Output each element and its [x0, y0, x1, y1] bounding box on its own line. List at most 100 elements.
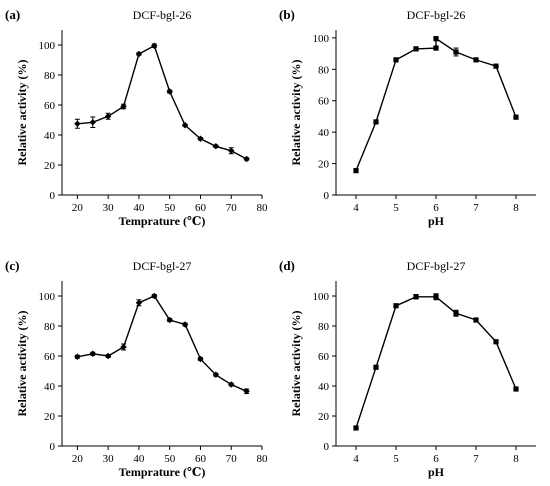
data-point: [181, 321, 189, 328]
chart-title: DCF-bgl-26: [407, 8, 466, 22]
data-point: [453, 310, 459, 316]
data-point: [197, 135, 204, 142]
data-point: [413, 294, 419, 300]
panel-letter: (d): [279, 258, 295, 273]
data-point: [373, 364, 379, 370]
x-axis-label: Temprature (℃): [119, 465, 206, 479]
x-axis-label: pH: [428, 214, 445, 228]
x-tick-label: 50: [164, 202, 176, 214]
data-point: [74, 120, 81, 127]
data-point: [120, 103, 127, 110]
y-tick-label: 80: [44, 321, 56, 333]
y-tick-label: 60: [318, 351, 330, 363]
x-tick-label: 20: [72, 453, 84, 465]
data-point: [89, 119, 96, 126]
data-point: [393, 303, 399, 309]
data-point: [433, 36, 439, 42]
data-point: [513, 114, 519, 120]
series-line: [355, 37, 517, 171]
data-point: [181, 122, 189, 129]
y-tick-label: 40: [44, 130, 56, 142]
chart-title: DCF-bgl-27: [133, 259, 192, 273]
y-tick-label: 60: [44, 351, 56, 363]
data-point: [89, 350, 96, 357]
series-line: [355, 296, 517, 429]
x-tick-label: 30: [103, 453, 115, 465]
y-tick-label: 20: [44, 411, 56, 423]
y-tick-label: 0: [50, 190, 56, 202]
x-tick-label: 50: [164, 453, 176, 465]
x-tick-label: 8: [513, 202, 519, 214]
data-point: [166, 316, 173, 324]
y-tick-label: 40: [318, 381, 330, 393]
y-tick-label: 0: [50, 441, 56, 453]
data-point: [433, 45, 439, 51]
x-tick-label: 6: [433, 202, 439, 214]
data-point: [243, 155, 250, 163]
y-tick-label: 80: [44, 70, 56, 82]
x-tick-label: 4: [353, 453, 359, 465]
data-point: [120, 343, 127, 351]
x-tick-label: 80: [257, 202, 269, 214]
y-tick-label: 20: [44, 160, 56, 172]
data-point: [212, 371, 220, 378]
x-tick-label: 5: [393, 453, 399, 465]
x-tick-label: 8: [513, 453, 519, 465]
data-point: [373, 119, 379, 125]
x-tick-label: 60: [195, 453, 207, 465]
x-tick-label: 80: [257, 453, 269, 465]
series-line: [77, 295, 247, 392]
data-point: [433, 294, 439, 300]
x-axis-label: pH: [428, 465, 445, 479]
x-tick-label: 60: [195, 202, 207, 214]
x-tick-label: 7: [473, 202, 479, 214]
y-tick-label: 40: [318, 127, 330, 139]
x-tick-label: 20: [72, 202, 84, 214]
y-tick-label: 80: [318, 321, 330, 333]
chart-title: DCF-bgl-26: [133, 8, 192, 22]
x-tick-label: 6: [433, 453, 439, 465]
data-point: [473, 57, 479, 63]
y-tick-label: 100: [313, 33, 330, 45]
x-tick-label: 70: [226, 202, 238, 214]
data-point: [493, 339, 499, 345]
y-tick-label: 0: [324, 190, 330, 202]
series-line: [77, 44, 247, 160]
data-point: [151, 42, 158, 49]
data-point: [493, 63, 499, 69]
y-tick-label: 100: [39, 291, 56, 303]
data-point: [513, 386, 519, 392]
panel-letter: (c): [5, 258, 19, 273]
y-tick-label: 60: [318, 96, 330, 108]
x-tick-label: 30: [103, 202, 115, 214]
x-tick-label: 40: [133, 202, 145, 214]
data-point: [104, 352, 112, 360]
y-axis-label: Relative activity (%): [15, 60, 29, 166]
data-point: [473, 317, 479, 323]
y-tick-label: 60: [44, 100, 56, 112]
data-point: [453, 49, 459, 55]
data-point: [135, 50, 143, 58]
data-point: [228, 381, 235, 388]
chart-panel-1: 20 30 40 50 60 70 80 0 20 40 60 80 100 (a) DCF-bgl-26 T…: [5, 7, 268, 228]
data-point: [212, 143, 220, 150]
data-point: [135, 299, 143, 306]
y-tick-label: 100: [313, 291, 330, 303]
x-tick-label: 4: [353, 202, 359, 214]
y-axis-label: Relative activity (%): [289, 311, 303, 417]
chart-title: DCF-bgl-27: [407, 259, 466, 273]
data-point: [353, 425, 359, 431]
x-tick-label: 5: [393, 202, 399, 214]
data-point: [151, 292, 158, 300]
x-tick-label: 70: [226, 453, 238, 465]
chart-panel-3: 20 30 40 50 60 70 80 0 20 40 60 80 100 (c) DCF-bgl-27 T…: [5, 258, 268, 479]
data-point: [353, 168, 359, 174]
y-tick-label: 0: [324, 441, 330, 453]
y-axis-label: Relative activity (%): [289, 60, 303, 166]
y-tick-label: 40: [44, 381, 56, 393]
data-point: [243, 388, 250, 395]
data-point: [413, 46, 419, 52]
data-point: [393, 57, 399, 63]
